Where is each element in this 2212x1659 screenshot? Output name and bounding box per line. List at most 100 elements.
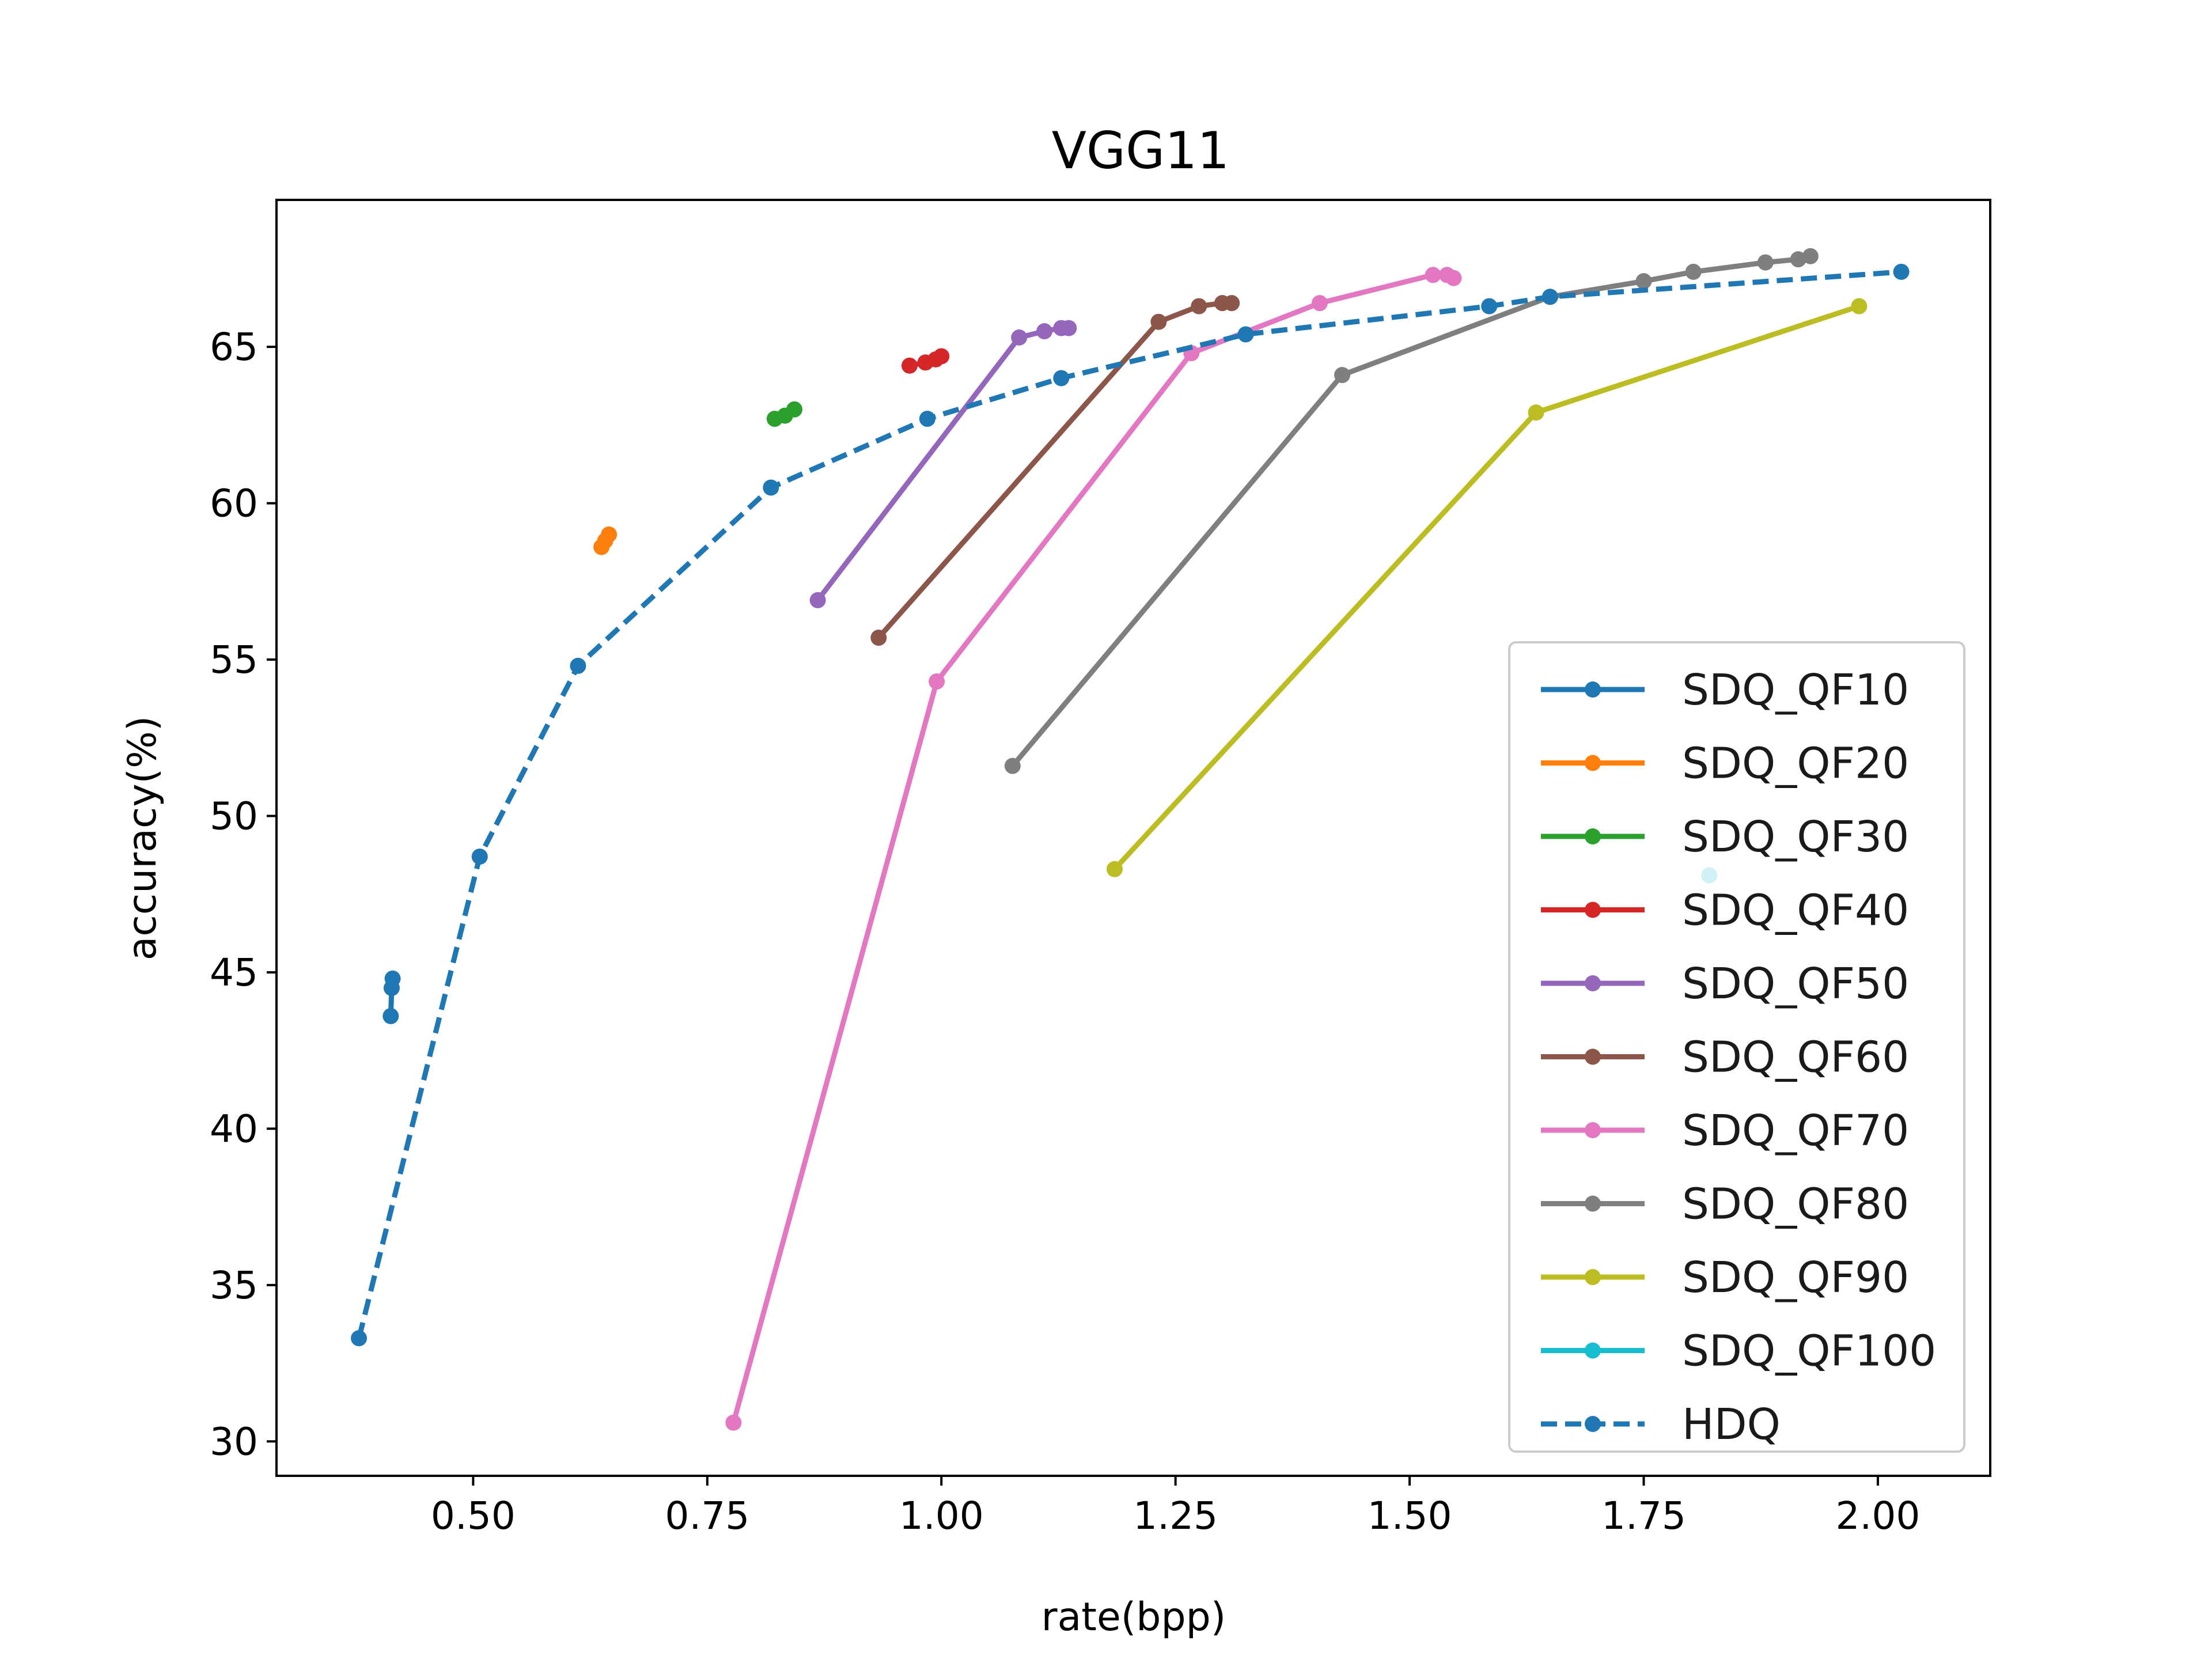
data-point (1053, 370, 1070, 387)
data-point (1334, 367, 1351, 384)
data-point (1011, 329, 1028, 346)
x-tick-label: 0.50 (431, 1494, 516, 1538)
x-tick-label: 0.75 (665, 1494, 749, 1538)
data-point (1851, 298, 1868, 315)
data-point (929, 673, 945, 690)
data-point (1685, 263, 1702, 280)
data-point (1790, 251, 1806, 268)
y-tick-label: 65 (210, 325, 258, 369)
legend-label: SDQ_QF40 (1682, 886, 1909, 935)
data-point (1757, 254, 1774, 271)
data-point (1425, 267, 1441, 283)
legend-label: SDQ_QF50 (1682, 959, 1909, 1009)
data-point (1312, 295, 1328, 312)
x-tick-label: 1.50 (1368, 1494, 1452, 1538)
legend-entry: SDQ_QF10 (1541, 665, 1909, 715)
series-SDQ_QF90 (1106, 298, 1868, 877)
data-point (471, 849, 488, 865)
data-point (1481, 298, 1498, 315)
legend-marker (1585, 1342, 1601, 1359)
data-point (570, 657, 586, 674)
legend-marker (1585, 1048, 1601, 1065)
series-layer (351, 248, 1910, 1431)
series-SDQ_QF10 (382, 970, 401, 1024)
y-axis-label: accuracy(%) (120, 716, 165, 960)
series-HDQ (351, 263, 1910, 1347)
legend-entry: SDQ_QF40 (1541, 886, 1909, 935)
data-point (933, 348, 950, 365)
series-SDQ_QF20 (593, 526, 618, 555)
ticks-layer: 0.50 0.75 1.00 1.25 1.50 1.75 2.00 30 35 40 45 50 55… (210, 325, 1920, 1538)
series-line (356, 269, 1902, 1339)
legend-label: SDQ_QF90 (1682, 1253, 1909, 1302)
legend-label: SDQ_QF60 (1682, 1033, 1909, 1082)
legend-entry: SDQ_QF70 (1541, 1106, 1909, 1156)
data-point (1635, 273, 1652, 290)
data-point (870, 630, 887, 646)
data-point (919, 411, 935, 427)
legend-entry: SDQ_QF80 (1541, 1180, 1909, 1229)
data-point (1893, 263, 1910, 280)
legend-label: SDQ_QF80 (1682, 1180, 1909, 1229)
legend-label: SDQ_QF30 (1682, 812, 1909, 862)
series-SDQ_QF50 (809, 320, 1077, 608)
legend-marker (1585, 1195, 1601, 1212)
legend-entries: SDQ_QF10 SDQ_QF20 SDQ_QF30 SDQ_QF40 SDQ_QF50… (1541, 665, 1936, 1449)
legend-marker (1585, 975, 1601, 991)
y-tick-label: 40 (210, 1107, 258, 1151)
data-point (1036, 323, 1053, 340)
legend-entry: SDQ_QF60 (1541, 1033, 1909, 1082)
data-point (786, 401, 803, 418)
data-point (1541, 289, 1558, 305)
legend-marker (1585, 681, 1601, 698)
data-point (1802, 248, 1819, 264)
legend: SDQ_QF10 SDQ_QF20 SDQ_QF30 SDQ_QF40 SDQ_QF50… (1508, 641, 1965, 1453)
legend-entry: SDQ_QF20 (1541, 739, 1909, 789)
series-SDQ_QF60 (870, 295, 1240, 646)
data-point (1150, 313, 1167, 330)
legend-label: SDQ_QF20 (1682, 739, 1909, 789)
data-point (1060, 320, 1077, 336)
data-point (1004, 757, 1021, 774)
data-point (1237, 326, 1254, 343)
data-point (382, 1007, 399, 1024)
y-tick-label: 30 (210, 1419, 258, 1464)
data-point (1445, 270, 1462, 286)
series-SDQ_QF40 (901, 348, 950, 374)
legend-label: HDQ (1682, 1400, 1781, 1449)
legend-box (1508, 641, 1965, 1453)
y-tick-label: 55 (210, 638, 258, 682)
legend-entry: SDQ_QF90 (1541, 1253, 1909, 1302)
data-point (601, 526, 618, 543)
data-point (351, 1330, 368, 1347)
data-point (901, 357, 918, 374)
chart-title: VGG11 (1052, 121, 1230, 180)
series-SDQ_QF30 (766, 401, 803, 427)
legend-entry: HDQ (1541, 1400, 1781, 1449)
x-tick-label: 1.25 (1133, 1494, 1218, 1538)
legend-marker (1585, 828, 1601, 844)
legend-marker (1585, 1122, 1601, 1138)
legend-marker (1585, 1269, 1601, 1285)
data-point (809, 592, 826, 608)
legend-label: SDQ_QF100 (1682, 1327, 1936, 1376)
legend-entry: SDQ_QF100 (1541, 1327, 1936, 1376)
legend-marker (1585, 1416, 1601, 1432)
data-point (1106, 861, 1123, 877)
data-point (763, 479, 779, 496)
data-point (1191, 298, 1207, 315)
data-point (1528, 404, 1544, 421)
plot-area-frame (275, 199, 1991, 1477)
data-point (725, 1414, 742, 1431)
legend-label: SDQ_QF10 (1682, 665, 1909, 715)
legend-marker (1585, 755, 1601, 771)
y-tick-label: 45 (210, 950, 258, 995)
legend-entry: SDQ_QF50 (1541, 959, 1909, 1009)
y-tick-label: 50 (210, 794, 258, 838)
y-tick-label: 60 (210, 482, 258, 526)
x-tick-label: 2.00 (1835, 1494, 1920, 1538)
data-point (1224, 295, 1240, 312)
legend-label: SDQ_QF70 (1682, 1106, 1909, 1156)
x-tick-label: 1.00 (899, 1494, 984, 1538)
